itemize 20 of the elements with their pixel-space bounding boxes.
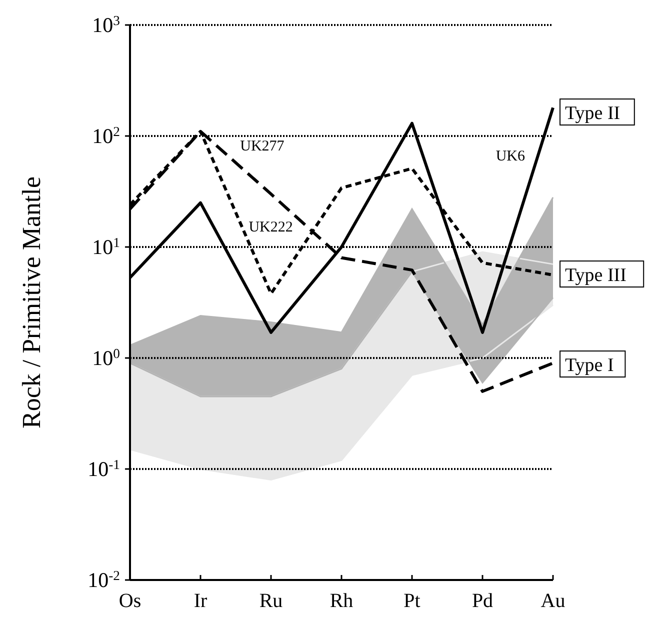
x-tick-label: Ir [194,590,208,612]
y-tick-label: 10$^{-2}$ [88,568,120,592]
x-tick-label: Au [540,590,566,612]
text: Type II [565,103,620,124]
y-tick-label: 10$^{3}$ [92,12,120,37]
text: Type I [565,355,614,376]
x-tick-label: Pd [472,590,494,612]
y-tick-label: 10$^{0}$ [92,346,120,370]
x-tick-label: Os [118,590,142,612]
y-tick-label: 10$^{1}$ [92,234,120,259]
text: Type III [565,265,626,286]
y-tick-label: 10$^{-1}$ [88,456,120,481]
x-tick-label: Pt [404,590,421,612]
y-tick-label: 10$^{2}$ [92,124,120,148]
x-tick-label: Rh [330,590,354,612]
y-axis-title: Rock / Primitive Mantle [17,176,46,429]
series-label: UK222 [248,220,293,236]
x-tick-label: Ru [259,590,283,612]
series-label: UK6 [496,148,526,164]
series-label: UK277 [240,138,285,155]
